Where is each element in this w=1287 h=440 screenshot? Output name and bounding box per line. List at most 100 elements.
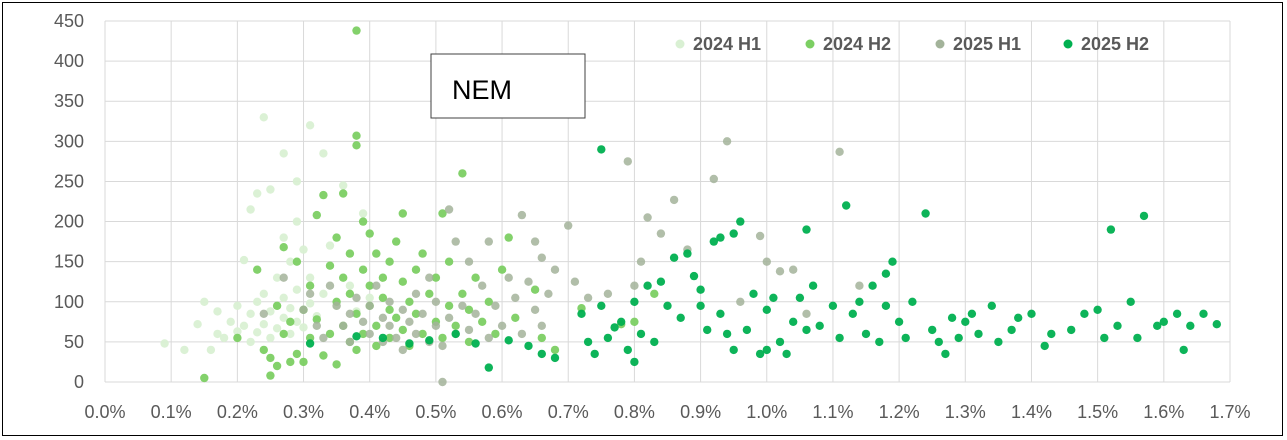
data-point: [292, 285, 302, 294]
data-point: [471, 309, 480, 318]
data-point: [352, 345, 361, 355]
data-point: [213, 329, 222, 339]
data-point: [530, 285, 540, 294]
data-point: [425, 273, 434, 282]
data-point: [246, 205, 255, 214]
data-point: [458, 289, 467, 298]
data-point: [259, 345, 268, 355]
data-point: [530, 237, 540, 246]
x-tick-label: 0.7%: [548, 402, 589, 422]
data-point: [802, 325, 811, 335]
data-point: [650, 289, 659, 298]
x-tick-label: 1.1%: [812, 402, 853, 422]
x-tick-label: 1.6%: [1143, 402, 1184, 422]
data-point: [716, 233, 725, 242]
x-tick-label: 1.0%: [746, 402, 787, 422]
legend-marker: [1063, 39, 1073, 49]
data-point: [742, 325, 752, 335]
data-point: [398, 209, 407, 218]
data-point: [524, 277, 533, 286]
data-points: [160, 26, 1222, 387]
data-point: [1153, 321, 1162, 330]
x-axis-tick-labels: 0.0% 0.1% 0.2% 0.3% 0.4% 0.5% 0.6% 0.7% 0.8% 0.9%…: [84, 402, 1250, 422]
data-point: [729, 345, 738, 355]
data-point: [928, 325, 937, 335]
data-point: [491, 301, 500, 310]
data-point: [266, 185, 275, 194]
data-point: [828, 301, 838, 310]
x-tick-label: 0.5%: [415, 402, 456, 422]
data-point: [1007, 325, 1016, 335]
data-point: [967, 309, 977, 318]
data-point: [286, 257, 295, 266]
data-point: [683, 249, 692, 258]
data-point: [418, 329, 427, 339]
data-point: [305, 273, 315, 282]
data-point: [789, 317, 798, 326]
data-point: [444, 313, 454, 322]
data-point: [292, 317, 302, 326]
data-point: [464, 305, 474, 314]
data-point: [272, 273, 282, 282]
data-point: [636, 257, 646, 266]
data-point: [431, 297, 441, 306]
data-point: [339, 181, 348, 190]
data-point: [855, 297, 864, 306]
data-point: [279, 313, 288, 322]
data-point: [418, 309, 427, 318]
data-point: [484, 297, 493, 306]
data-point: [550, 265, 560, 274]
data-point: [365, 229, 374, 238]
data-point: [418, 249, 427, 258]
data-point: [464, 325, 474, 335]
annotation-box: NEM: [430, 53, 586, 119]
data-point: [544, 289, 553, 298]
data-point: [861, 329, 871, 339]
data-point: [398, 277, 407, 286]
x-tick-label: 0.9%: [680, 402, 721, 422]
data-point: [352, 309, 361, 318]
data-point: [345, 249, 355, 258]
data-point: [749, 289, 758, 298]
data-point: [583, 293, 593, 302]
data-point: [729, 229, 738, 238]
data-point: [305, 121, 315, 130]
data-point: [530, 305, 540, 314]
data-point: [1186, 321, 1195, 330]
data-point: [908, 297, 917, 306]
data-point: [676, 313, 685, 322]
data-point: [484, 363, 493, 372]
data-point: [504, 233, 513, 242]
data-point: [358, 209, 368, 218]
data-point: [405, 339, 414, 348]
x-tick-label: 1.7%: [1209, 402, 1250, 422]
data-point: [1100, 333, 1109, 343]
data-point: [669, 195, 679, 205]
annotation-frame: [430, 53, 586, 119]
data-point: [623, 157, 632, 166]
y-tick-label: 150: [54, 252, 84, 272]
data-point: [292, 257, 302, 266]
data-point: [471, 273, 480, 282]
data-point: [312, 210, 321, 220]
x-tick-label: 0.4%: [349, 402, 390, 422]
data-point: [471, 339, 480, 348]
data-point: [299, 323, 308, 332]
data-point: [550, 345, 560, 355]
data-point: [451, 321, 460, 330]
data-point: [709, 174, 718, 184]
data-point: [286, 329, 295, 339]
data-point: [352, 131, 361, 140]
x-tick-label: 0.1%: [151, 402, 192, 422]
data-point: [279, 149, 288, 158]
data-point: [272, 361, 282, 371]
data-point: [1014, 313, 1023, 322]
data-point: [385, 257, 394, 266]
data-point: [782, 349, 791, 359]
data-point: [802, 309, 811, 318]
data-point: [537, 253, 546, 262]
y-tick-label: 300: [54, 131, 84, 151]
y-tick-label: 250: [54, 171, 84, 191]
data-point: [266, 333, 275, 343]
